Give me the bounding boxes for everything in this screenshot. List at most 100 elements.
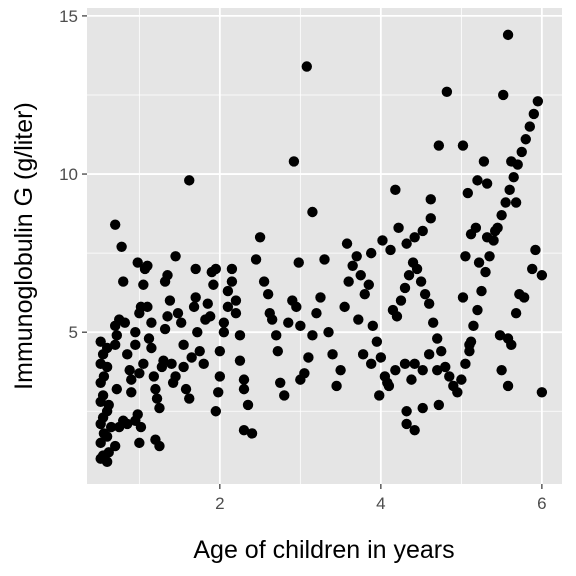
data-point (210, 406, 222, 417)
data-point (440, 361, 451, 373)
data-point (150, 383, 161, 395)
data-point (382, 377, 393, 388)
data-point (433, 399, 445, 411)
data-point (464, 345, 475, 357)
data-point (213, 387, 224, 398)
data-point (423, 298, 435, 309)
data-point (142, 260, 153, 271)
data-point (527, 263, 538, 275)
data-point (295, 320, 306, 332)
data-point (423, 349, 435, 360)
data-point (134, 368, 145, 379)
data-point (460, 251, 471, 262)
data-point (365, 247, 377, 259)
data-point (510, 308, 522, 319)
data-point (95, 336, 106, 347)
data-point (126, 374, 137, 385)
data-point (166, 358, 177, 370)
data-point (502, 29, 514, 41)
data-point (98, 371, 110, 382)
data-point (122, 418, 133, 430)
minor-gridlines (87, 8, 562, 484)
data-point (390, 184, 401, 196)
data-point (363, 279, 374, 290)
data-point (401, 406, 412, 417)
data-point (238, 374, 250, 385)
data-point (111, 330, 122, 341)
data-point (158, 355, 169, 366)
data-point (409, 358, 420, 370)
data-point (172, 308, 184, 319)
data-point (291, 301, 302, 313)
data-point (343, 276, 354, 287)
data-point (432, 333, 443, 344)
x-tick-label: 4 (376, 494, 385, 513)
data-point (393, 222, 404, 234)
data-point (293, 257, 304, 268)
data-point (530, 244, 541, 256)
data-point (159, 323, 171, 335)
data-point (103, 399, 114, 411)
data-point (341, 238, 353, 249)
data-point (230, 295, 242, 306)
data-point (518, 292, 530, 303)
data-point (164, 295, 176, 306)
y-tick-label: 15 (59, 7, 78, 26)
data-point (359, 289, 370, 300)
data-point (351, 251, 362, 262)
data-point (536, 387, 548, 398)
data-point (132, 257, 143, 268)
data-point (498, 89, 509, 101)
data-point (142, 301, 153, 313)
data-point (456, 374, 467, 385)
data-point (184, 175, 195, 186)
data-point (528, 108, 540, 120)
data-point (283, 317, 294, 328)
data-point (154, 440, 165, 452)
data-point (101, 342, 113, 354)
data-point (234, 330, 246, 341)
data-point (371, 336, 383, 347)
data-point (138, 358, 149, 370)
data-point (432, 364, 443, 376)
data-point (395, 295, 407, 306)
data-point (210, 263, 222, 275)
data-point (331, 380, 342, 392)
data-point (427, 317, 439, 328)
data-point (105, 421, 117, 433)
data-point (109, 440, 121, 452)
data-point (406, 374, 417, 385)
data-point (208, 279, 219, 290)
data-point (222, 301, 234, 313)
data-point (279, 390, 290, 401)
data-point (111, 383, 122, 395)
data-point (218, 317, 230, 328)
data-point (198, 358, 209, 370)
data-point (222, 285, 234, 297)
data-point (101, 431, 113, 442)
data-point (478, 156, 490, 167)
data-point (339, 301, 350, 313)
data-point (116, 241, 127, 252)
data-point (301, 61, 312, 72)
data-points (95, 29, 548, 468)
data-point (186, 352, 197, 363)
data-point (180, 383, 192, 395)
data-point (192, 326, 203, 338)
data-point (452, 387, 463, 398)
data-point (472, 175, 483, 186)
data-point (148, 371, 160, 382)
data-point (214, 371, 226, 382)
data-point (97, 390, 109, 401)
data-point (419, 289, 431, 300)
data-point (299, 368, 310, 379)
data-point (441, 86, 453, 98)
x-axis-title: Age of children in years (193, 536, 454, 564)
data-point (480, 266, 491, 278)
data-point (502, 380, 514, 392)
data-point (481, 232, 493, 243)
data-point (132, 409, 143, 420)
data-point (190, 292, 201, 303)
data-point (262, 289, 274, 300)
data-point (465, 336, 477, 347)
